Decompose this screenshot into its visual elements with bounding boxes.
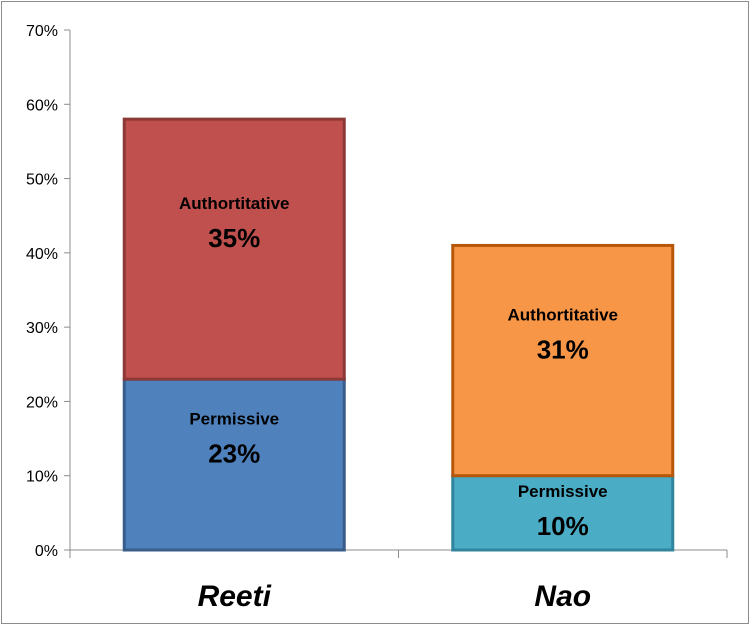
- bar-segment-reeti-authortitative: [122, 117, 346, 381]
- category-label-reeti: Reeti: [198, 580, 272, 613]
- y-tick-label: 0%: [35, 543, 58, 560]
- y-tick-label: 30%: [26, 320, 58, 337]
- y-tick-label: 60%: [26, 97, 58, 114]
- segment-name-label: Permissive: [518, 482, 608, 501]
- segment-name-label: Permissive: [189, 410, 279, 429]
- y-tick-label: 50%: [26, 172, 58, 189]
- bar-segment-nao-authortitative: [451, 243, 675, 478]
- segment-value-label: 23%: [208, 439, 260, 469]
- segment-name-label: Authortitative: [508, 306, 619, 325]
- labels: Permissive 23% Authortitative 35% Reeti Permi…: [179, 194, 618, 613]
- segment-name-label: Authortitative: [179, 194, 290, 213]
- y-tick-label: 20%: [26, 394, 58, 411]
- segment-value-label: 10%: [537, 511, 589, 541]
- y-tick-label: 40%: [26, 246, 58, 263]
- category-label-nao: Nao: [534, 580, 591, 613]
- segment-value-label: 31%: [537, 335, 589, 365]
- segment-value-label: 35%: [208, 223, 260, 253]
- y-tick-label: 10%: [26, 469, 58, 486]
- bar-segment-nao-permissive: [451, 474, 675, 552]
- y-tick-label: 70%: [26, 23, 58, 40]
- bar-segment-reeti-permissive: [122, 377, 346, 552]
- bars: [122, 117, 675, 552]
